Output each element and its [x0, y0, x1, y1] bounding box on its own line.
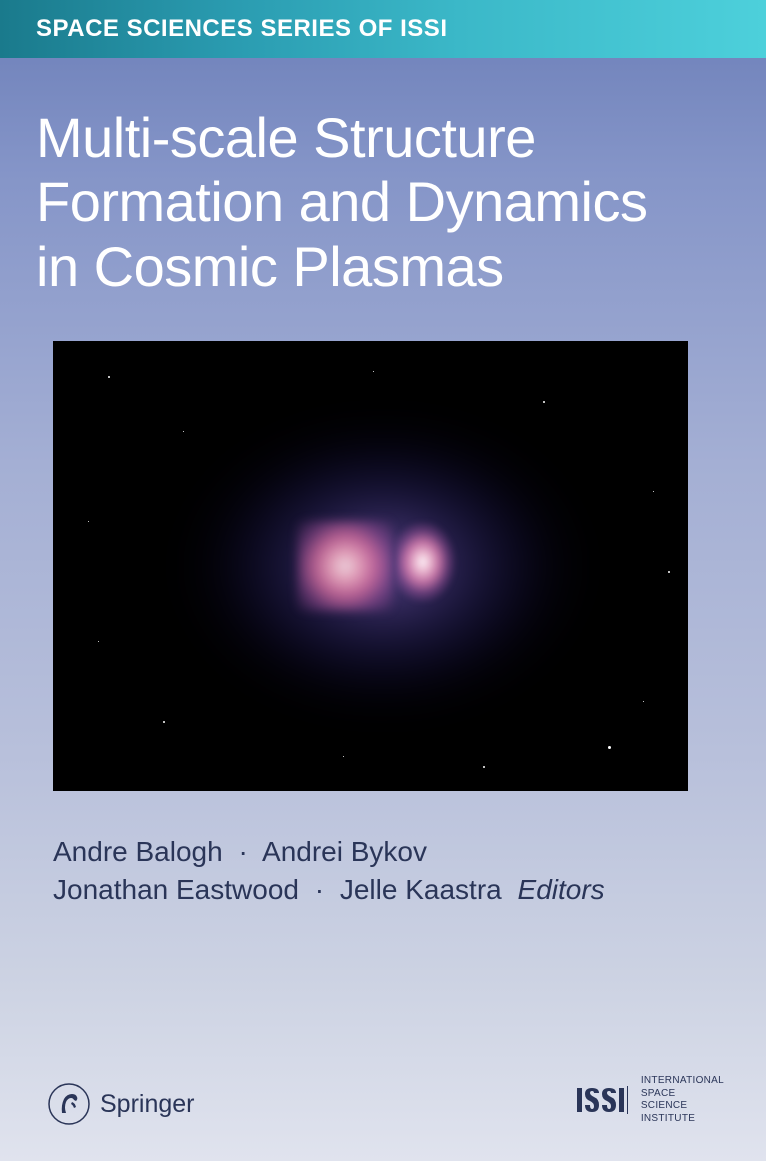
institute-line-4: INSTITUTE	[641, 1113, 695, 1124]
editor-line-2: Jonathan Eastwood · Jelle Kaastra Editor…	[53, 871, 730, 909]
editor-name: Andre Balogh	[53, 836, 223, 867]
nebula-core-right	[397, 522, 472, 602]
footer: Springer INTERNATIONAL SPACE SCIENCE INS…	[0, 1075, 766, 1125]
institute-block: INTERNATIONAL SPACE SCIENCE INSTITUTE	[575, 1075, 724, 1125]
institute-line-1: INTERNATIONAL	[641, 1075, 724, 1086]
separator: ·	[315, 874, 324, 905]
series-banner: SPACE SCIENCES SERIES OF ISSI	[0, 0, 766, 58]
editor-name: Andrei Bykov	[262, 836, 427, 867]
issi-logo-icon	[575, 1082, 631, 1118]
editor-line-1: Andre Balogh · Andrei Bykov	[53, 833, 730, 871]
publisher-block: Springer	[48, 1083, 195, 1125]
series-name: SPACE SCIENCES SERIES OF ISSI	[36, 15, 447, 43]
star	[163, 721, 165, 723]
editor-name: Jelle Kaastra	[340, 874, 502, 905]
star	[108, 376, 110, 378]
institute-name: INTERNATIONAL SPACE SCIENCE INSTITUTE	[641, 1075, 724, 1125]
cosmic-plasma-image	[53, 341, 688, 791]
star	[373, 371, 374, 372]
separator: ·	[238, 836, 247, 867]
institute-line-2: SPACE	[641, 1088, 676, 1099]
editor-role: Editors	[518, 874, 605, 905]
star	[98, 641, 99, 642]
publisher-name: Springer	[100, 1090, 195, 1119]
editors-block: Andre Balogh · Andrei Bykov Jonathan Eas…	[0, 791, 766, 909]
star	[88, 521, 89, 522]
star	[483, 766, 485, 768]
book-cover: SPACE SCIENCES SERIES OF ISSI Multi-scal…	[0, 0, 766, 1161]
star	[668, 571, 670, 573]
nebula-core-left	[298, 521, 393, 611]
title-line-3: in Cosmic Plasmas	[36, 235, 504, 298]
institute-line-3: SCIENCE	[641, 1100, 688, 1111]
title-line-1: Multi-scale Structure	[36, 106, 536, 169]
book-title: Multi-scale Structure Formation and Dyna…	[36, 106, 730, 299]
star	[653, 491, 654, 492]
star	[643, 701, 644, 702]
title-line-2: Formation and Dynamics	[36, 170, 647, 233]
springer-horse-icon	[48, 1083, 90, 1125]
editor-name: Jonathan Eastwood	[53, 874, 299, 905]
star	[343, 756, 344, 757]
title-block: Multi-scale Structure Formation and Dyna…	[0, 58, 766, 299]
star	[608, 746, 611, 749]
